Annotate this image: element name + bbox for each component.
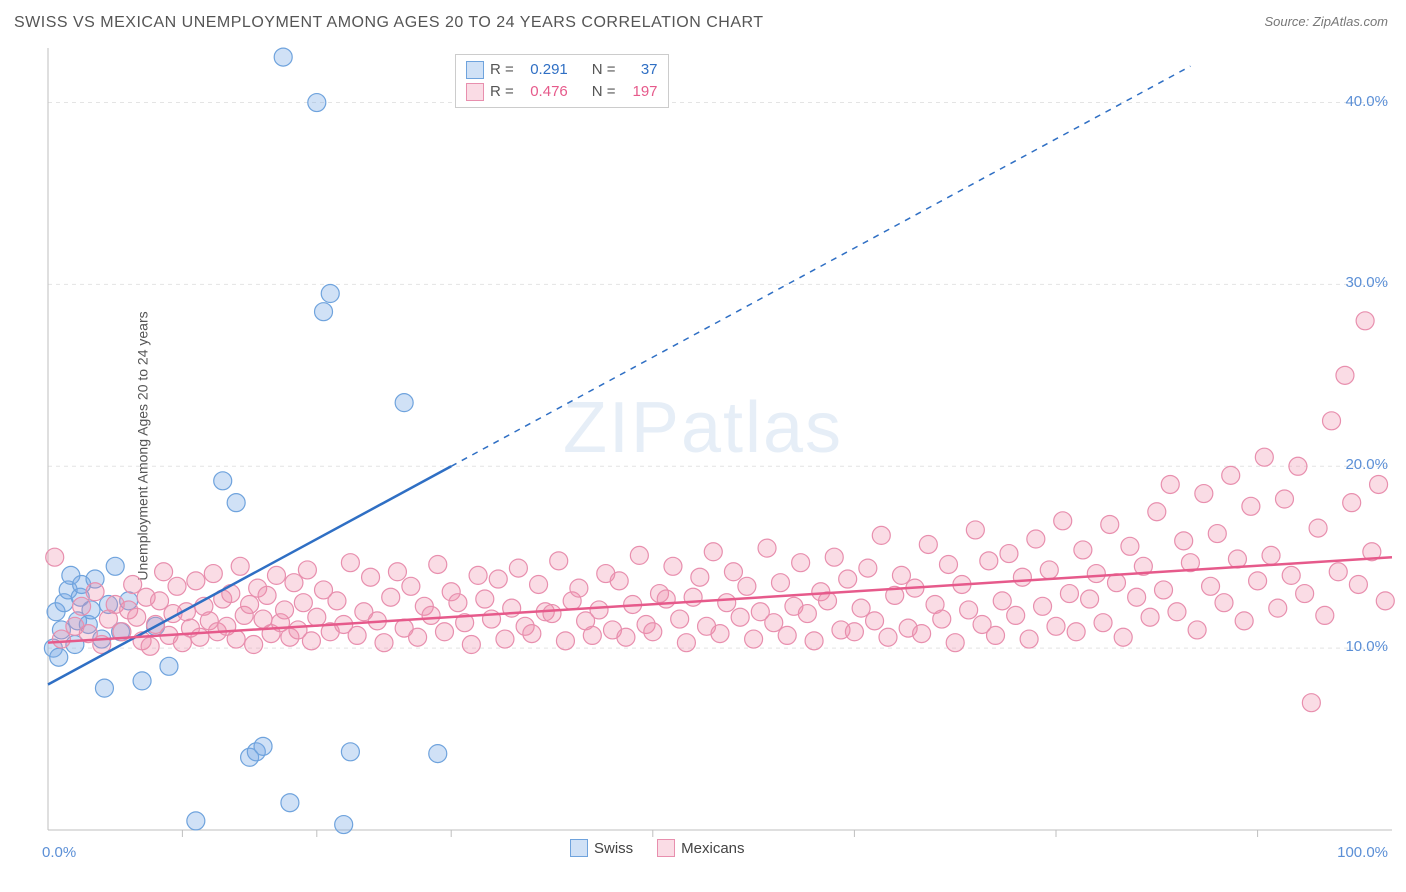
scatter-plot <box>0 0 1406 892</box>
chart-container: SWISS VS MEXICAN UNEMPLOYMENT AMONG AGES… <box>0 0 1406 892</box>
y-tick-label: 40.0% <box>1345 93 1388 110</box>
legend-row: R =0.291N =37 <box>466 59 658 81</box>
y-tick-label: 30.0% <box>1345 274 1388 291</box>
y-tick-label: 10.0% <box>1345 638 1388 655</box>
x-tick-label: 0.0% <box>42 844 76 861</box>
series-legend: Swiss Mexicans <box>570 839 745 857</box>
y-tick-label: 20.0% <box>1345 456 1388 473</box>
legend-item-mexicans: Mexicans <box>657 839 744 857</box>
correlation-legend: R =0.291N =37R =0.476N =197 <box>455 54 669 108</box>
legend-row: R =0.476N =197 <box>466 81 658 103</box>
x-tick-label: 100.0% <box>1337 844 1388 861</box>
legend-item-swiss: Swiss <box>570 839 633 857</box>
